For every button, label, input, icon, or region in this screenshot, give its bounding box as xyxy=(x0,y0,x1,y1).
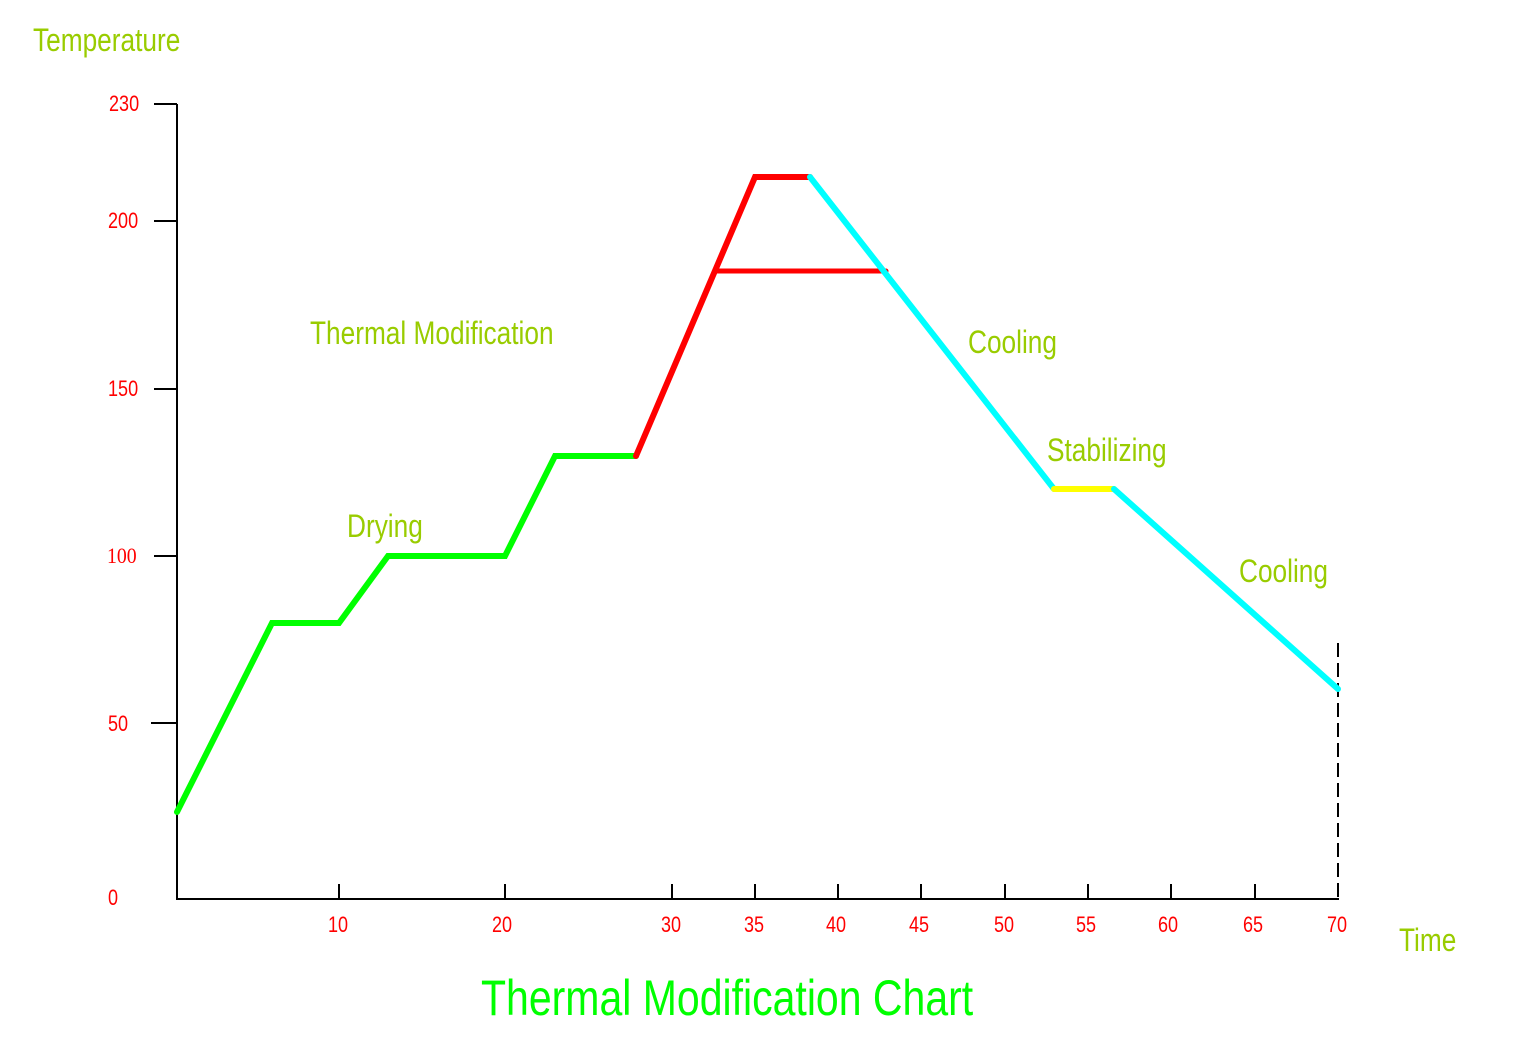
y-axis-title: Temperature xyxy=(33,22,181,58)
annotation-drying: Drying xyxy=(347,508,423,544)
x-tick-label: 55 xyxy=(1076,912,1097,937)
x-tick-label: 10 xyxy=(328,912,349,937)
series-drying-line xyxy=(174,453,639,815)
annotation-cooling-2: Cooling xyxy=(1239,553,1328,589)
chart-title: Thermal Modification Chart xyxy=(481,970,974,1026)
annotation-cooling-1: Cooling xyxy=(968,324,1057,360)
x-ticks xyxy=(338,884,1256,899)
y-tick-label: 100 xyxy=(107,543,137,568)
x-tick-label: 45 xyxy=(909,912,930,937)
x-tick-label: 20 xyxy=(492,912,513,937)
y-tick-label: 50 xyxy=(108,711,129,736)
x-tick-label: 40 xyxy=(826,912,847,937)
annotation-stabilizing: Stabilizing xyxy=(1047,432,1167,468)
series-thermal-modification-line xyxy=(633,174,813,459)
annotation-thermal-modification: Thermal Modification xyxy=(310,315,554,351)
x-tick-label: 30 xyxy=(661,912,682,937)
y-tick-label: 200 xyxy=(108,208,139,233)
y-tick-label: 150 xyxy=(108,376,139,401)
x-tick-label: 50 xyxy=(994,912,1015,937)
y-tick-label: 230 xyxy=(109,91,140,116)
x-tick-label: 60 xyxy=(1158,912,1179,937)
y-ticks xyxy=(151,103,177,724)
series-cooling-line-1 xyxy=(807,174,1057,492)
x-tick-label: 70 xyxy=(1327,912,1348,937)
x-axis-title: Time xyxy=(1399,922,1457,958)
x-tick-label: 65 xyxy=(1243,912,1264,937)
x-tick-label: 35 xyxy=(744,912,765,937)
y-tick-label: 0 xyxy=(108,885,119,910)
series-cooling-line-2 xyxy=(1111,486,1341,692)
